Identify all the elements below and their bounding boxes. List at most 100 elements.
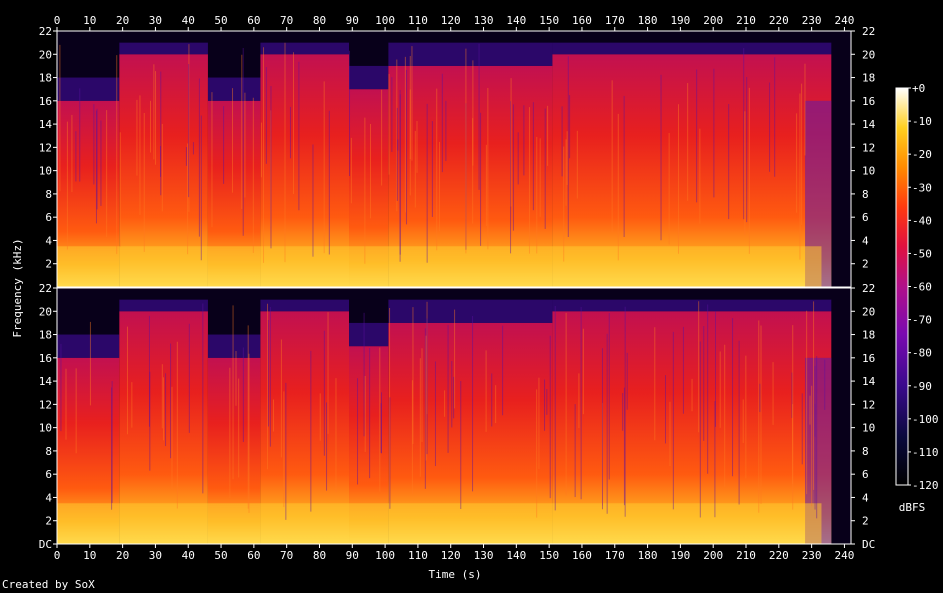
y-tick-label-right: 22 bbox=[862, 282, 875, 295]
x-tick-label-bottom: 180 bbox=[638, 549, 658, 562]
colorbar-tick-label: -30 bbox=[912, 181, 932, 194]
x-tick-label-bottom: 160 bbox=[572, 549, 592, 562]
x-tick-label-top: 210 bbox=[736, 14, 756, 27]
y-tick-label-left: 20 bbox=[39, 305, 52, 318]
y-tick-label-left: 4 bbox=[45, 234, 52, 247]
y-tick-label-right: DC bbox=[862, 538, 875, 551]
channel-lower-segment-fringe-5 bbox=[388, 299, 553, 323]
colorbar-tick-label: -100 bbox=[912, 413, 939, 426]
x-tick-label-bottom: 20 bbox=[116, 549, 129, 562]
x-tick-label-bottom: 90 bbox=[346, 549, 359, 562]
colorbar-tick-label: -80 bbox=[912, 347, 932, 360]
channel-lower-segment-fringe-4 bbox=[349, 322, 389, 347]
y-tick-label-right: 20 bbox=[862, 48, 875, 61]
x-tick-label-bottom: 10 bbox=[83, 549, 96, 562]
channel-lower-frame bbox=[56, 287, 852, 545]
x-tick-label-bottom: 50 bbox=[214, 549, 227, 562]
channel-upper-segment-fringe-6 bbox=[552, 42, 832, 55]
x-tick-label-bottom: 150 bbox=[539, 549, 559, 562]
channel-lower-segment-fringe-2 bbox=[207, 334, 261, 358]
y-tick-label-left: 2 bbox=[45, 258, 52, 271]
y-tick-label-right: 14 bbox=[862, 118, 876, 131]
y-tick-label-right: 4 bbox=[862, 234, 869, 247]
x-tick-label-top: 0 bbox=[54, 14, 61, 27]
x-tick-label-top: 110 bbox=[408, 14, 428, 27]
x-tick-label-top: 130 bbox=[474, 14, 494, 27]
x-tick-label-bottom: 130 bbox=[474, 549, 494, 562]
x-tick-label-top: 70 bbox=[280, 14, 293, 27]
channel-lower-lowband bbox=[57, 503, 822, 544]
x-tick-label-bottom: 60 bbox=[247, 549, 260, 562]
y-tick-label-right: 10 bbox=[862, 422, 875, 435]
x-tick-label-top: 240 bbox=[835, 14, 855, 27]
plot-area bbox=[56, 31, 851, 544]
x-tick-label-bottom: 110 bbox=[408, 549, 428, 562]
x-tick-label-top: 150 bbox=[539, 14, 559, 27]
y-tick-label-left: 8 bbox=[45, 188, 52, 201]
x-tick-label-top: 220 bbox=[769, 14, 789, 27]
channel-lower-segment-fringe-6 bbox=[552, 299, 832, 312]
channel-lower-segment-fringe-3 bbox=[260, 299, 350, 312]
y-tick-label-left: DC bbox=[39, 538, 52, 551]
colorbar-tick-label: -90 bbox=[912, 380, 932, 393]
y-tick-label-left: 22 bbox=[39, 25, 52, 38]
colorbar-tick-label: -110 bbox=[912, 446, 939, 459]
x-tick-label-top: 190 bbox=[670, 14, 690, 27]
channel-upper-segment-fringe-4 bbox=[349, 65, 389, 90]
y-tick-label-right: 2 bbox=[862, 258, 869, 271]
y-tick-label-right: 6 bbox=[862, 468, 869, 481]
x-tick-label-bottom: 30 bbox=[149, 549, 162, 562]
y-tick-label-left: 12 bbox=[39, 398, 52, 411]
y-tick-label-right: 4 bbox=[862, 491, 869, 504]
channel-upper-segment-fringe-5 bbox=[388, 42, 553, 66]
x-tick-label-bottom: 40 bbox=[182, 549, 195, 562]
y-tick-label-left: 20 bbox=[39, 48, 52, 61]
channel-upper-segment-fringe-3 bbox=[260, 42, 350, 55]
channel-upper-frame bbox=[56, 30, 852, 288]
colorbar-tick-label: -120 bbox=[912, 479, 939, 492]
x-tick-label-bottom: 200 bbox=[703, 549, 723, 562]
y-tick-label-right: 6 bbox=[862, 211, 869, 224]
y-tick-label-left: 16 bbox=[39, 95, 52, 108]
colorbar-tick-label: -10 bbox=[912, 115, 932, 128]
channel-upper-segment-fringe-1 bbox=[119, 42, 208, 55]
x-tick-label-bottom: 170 bbox=[605, 549, 625, 562]
colorbar-tick-label: -60 bbox=[912, 281, 932, 294]
x-tick-label-top: 180 bbox=[638, 14, 658, 27]
y-tick-label-left: 2 bbox=[45, 515, 52, 528]
x-tick-label-bottom: 190 bbox=[670, 549, 690, 562]
y-tick-label-right: 8 bbox=[862, 188, 869, 201]
colorbar-tick-label: -40 bbox=[912, 214, 932, 227]
x-tick-label-top: 80 bbox=[313, 14, 326, 27]
x-tick-label-top: 20 bbox=[116, 14, 129, 27]
y-tick-label-right: 18 bbox=[862, 329, 875, 342]
x-tick-label-top: 60 bbox=[247, 14, 260, 27]
x-tick-label-bottom: 220 bbox=[769, 549, 789, 562]
y-tick-label-left: 14 bbox=[39, 375, 53, 388]
y-tick-label-left: 10 bbox=[39, 165, 52, 178]
channel-lower-segment-fringe-1 bbox=[119, 299, 208, 312]
y-tick-label-left: 18 bbox=[39, 72, 52, 85]
y-tick-label-right: 20 bbox=[862, 305, 875, 318]
x-tick-label-top: 90 bbox=[346, 14, 359, 27]
x-tick-label-bottom: 240 bbox=[835, 549, 855, 562]
x-tick-label-top: 230 bbox=[802, 14, 822, 27]
y-tick-label-right: 10 bbox=[862, 165, 875, 178]
x-tick-label-bottom: 80 bbox=[313, 549, 326, 562]
y-axis-label: Frequency (kHz) bbox=[11, 238, 24, 337]
y-tick-label-right: 12 bbox=[862, 141, 875, 154]
colorbar: +0 -10 -20 -30 -40 -50 -60 -70 -80 -90 -100 -110 -12… bbox=[895, 82, 939, 492]
y-tick-label-left: 18 bbox=[39, 329, 52, 342]
colorbar-tick-label: -70 bbox=[912, 314, 932, 327]
channel-lower-segment-fringe-0 bbox=[57, 334, 120, 358]
y-tick-label-left: 10 bbox=[39, 422, 52, 435]
x-tick-label-top: 160 bbox=[572, 14, 592, 27]
x-tick-label-bottom: 140 bbox=[506, 549, 526, 562]
x-tick-label-top: 40 bbox=[182, 14, 195, 27]
x-tick-label-top: 30 bbox=[149, 14, 162, 27]
y-tick-label-right: 2 bbox=[862, 515, 869, 528]
y-tick-label-left: 6 bbox=[45, 468, 52, 481]
y-tick-label-left: 14 bbox=[39, 118, 53, 131]
